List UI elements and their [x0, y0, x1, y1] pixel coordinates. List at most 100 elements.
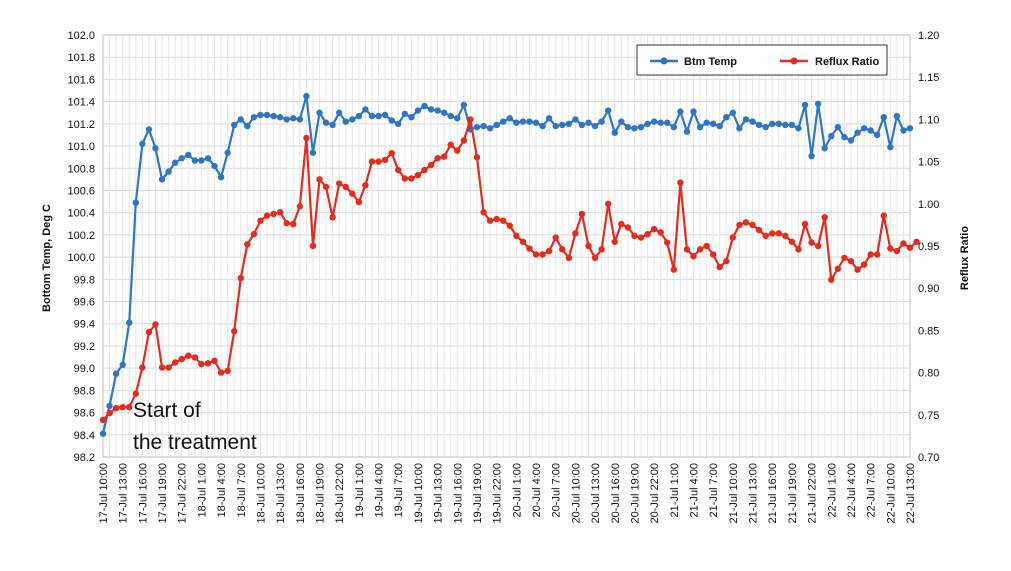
- data-point-btm-temp: [440, 109, 448, 116]
- data-point-btm-temp: [893, 112, 901, 120]
- data-point-reflux-ratio: [683, 246, 691, 253]
- data-point-reflux-ratio: [99, 416, 107, 424]
- data-point-reflux-ratio: [893, 247, 901, 255]
- data-point-reflux-ratio: [650, 225, 658, 233]
- data-point-btm-temp: [847, 137, 855, 144]
- data-point-btm-temp: [355, 112, 363, 120]
- data-point-btm-temp: [723, 113, 730, 121]
- right-tick-label: 1.15: [918, 72, 939, 84]
- data-point-reflux-ratio: [290, 220, 297, 228]
- data-point-reflux-ratio: [217, 369, 225, 376]
- left-tick-label: 100.0: [67, 252, 95, 264]
- data-point-btm-temp: [572, 116, 579, 123]
- data-point-btm-temp: [795, 125, 802, 132]
- data-point-btm-temp: [716, 122, 723, 130]
- data-point-reflux-ratio: [618, 220, 625, 228]
- right-tick-label: 0.75: [918, 410, 939, 422]
- data-point-btm-temp: [591, 122, 599, 130]
- data-point-btm-temp: [552, 122, 559, 130]
- data-point-btm-temp: [828, 132, 835, 140]
- data-point-reflux-ratio: [565, 254, 573, 262]
- data-point-reflux-ratio: [624, 224, 632, 231]
- data-point-reflux-ratio: [519, 238, 527, 245]
- data-point-reflux-ratio: [801, 220, 809, 228]
- data-point-reflux-ratio: [552, 234, 559, 241]
- x-tick-label: 19-Jul 7:00: [393, 463, 405, 517]
- data-point-btm-temp: [303, 92, 310, 100]
- right-tick-label: 1.20: [918, 30, 939, 42]
- data-point-btm-temp: [683, 128, 691, 135]
- data-point-btm-temp: [473, 123, 481, 131]
- data-point-reflux-ratio: [828, 276, 835, 283]
- data-point-btm-temp: [231, 121, 238, 129]
- data-point-reflux-ratio: [526, 245, 533, 252]
- data-point-reflux-ratio: [696, 246, 704, 253]
- data-point-btm-temp: [132, 199, 139, 206]
- data-point-btm-temp: [296, 116, 304, 123]
- data-point-btm-temp: [145, 126, 153, 133]
- data-point-reflux-ratio: [762, 232, 769, 240]
- data-point-btm-temp: [421, 102, 428, 110]
- left-axis-ticks: 102.0 101.8 101.6 101.4 101.2 101.0 100.8 100.6…: [67, 30, 95, 464]
- data-point-reflux-ratio: [460, 137, 468, 144]
- data-point-reflux-ratio: [309, 242, 317, 250]
- data-point-btm-temp: [670, 123, 677, 131]
- data-point-btm-temp: [375, 112, 382, 120]
- data-point-reflux-ratio: [703, 242, 710, 250]
- left-tick-label: 100.8: [67, 163, 95, 175]
- data-point-reflux-ratio: [381, 156, 389, 164]
- left-tick-label: 102.0: [67, 30, 95, 42]
- x-tick-label: 18-Jul 4:00: [216, 463, 228, 517]
- x-axis-ticks: 17-Jul 10:00 17-Jul 13:00 17-Jul 16:00 17-J…: [98, 463, 917, 524]
- data-point-reflux-ratio: [788, 238, 796, 245]
- data-point-btm-temp: [244, 122, 251, 130]
- data-point-reflux-ratio: [874, 251, 881, 258]
- data-point-reflux-ratio: [322, 183, 330, 191]
- data-point-btm-temp: [237, 116, 244, 123]
- data-point-btm-temp: [585, 119, 592, 126]
- left-tick-label: 98.2: [74, 452, 95, 464]
- right-tick-label: 1.00: [918, 199, 939, 211]
- data-point-btm-temp: [775, 120, 782, 128]
- data-point-reflux-ratio: [834, 265, 842, 272]
- data-point-btm-temp: [447, 112, 454, 120]
- left-tick-label: 101.4: [67, 97, 95, 109]
- data-point-reflux-ratio: [532, 251, 540, 258]
- x-tick-label: 18-Jul 19:00: [315, 463, 327, 524]
- data-point-reflux-ratio: [755, 226, 763, 234]
- data-point-btm-temp: [880, 113, 887, 121]
- data-point-reflux-ratio: [500, 217, 507, 224]
- gridlines: [102, 34, 911, 458]
- data-point-reflux-ratio: [375, 158, 382, 165]
- data-point-reflux-ratio: [126, 404, 133, 411]
- legend-marker-reflux-ratio: [790, 57, 798, 65]
- data-point-reflux-ratio: [598, 246, 605, 253]
- data-point-reflux-ratio: [709, 251, 717, 258]
- data-point-btm-temp: [762, 123, 769, 131]
- data-point-reflux-ratio: [749, 221, 756, 229]
- data-point-reflux-ratio: [513, 232, 520, 240]
- x-tick-label: 19-Jul 10:00: [413, 463, 425, 524]
- data-point-btm-temp: [368, 112, 376, 120]
- data-point-btm-temp: [782, 121, 789, 129]
- data-point-reflux-ratio: [782, 232, 789, 240]
- data-point-reflux-ratio: [224, 367, 231, 375]
- data-point-btm-temp: [126, 319, 133, 326]
- x-tick-label: 20-Jul 16:00: [610, 463, 622, 524]
- data-point-btm-temp: [834, 123, 842, 131]
- data-point-btm-temp: [250, 113, 258, 121]
- x-tick-label: 17-Jul 22:00: [177, 463, 189, 524]
- data-point-btm-temp: [729, 109, 737, 116]
- data-point-reflux-ratio: [723, 257, 730, 265]
- data-point-reflux-ratio: [185, 352, 192, 359]
- data-point-reflux-ratio: [900, 240, 907, 247]
- data-point-reflux-ratio: [316, 176, 323, 183]
- data-point-reflux-ratio: [198, 360, 205, 368]
- left-tick-label: 101.6: [67, 74, 95, 86]
- data-point-reflux-ratio: [867, 251, 874, 258]
- x-tick-label: 21-Jul 19:00: [787, 463, 799, 524]
- right-axis-title: Reflux Ratio: [959, 226, 971, 290]
- x-tick-label: 21-Jul 1:00: [669, 463, 681, 517]
- x-tick-label: 17-Jul 13:00: [118, 463, 130, 524]
- legend-label-btm-temp: Btm Temp: [684, 56, 737, 68]
